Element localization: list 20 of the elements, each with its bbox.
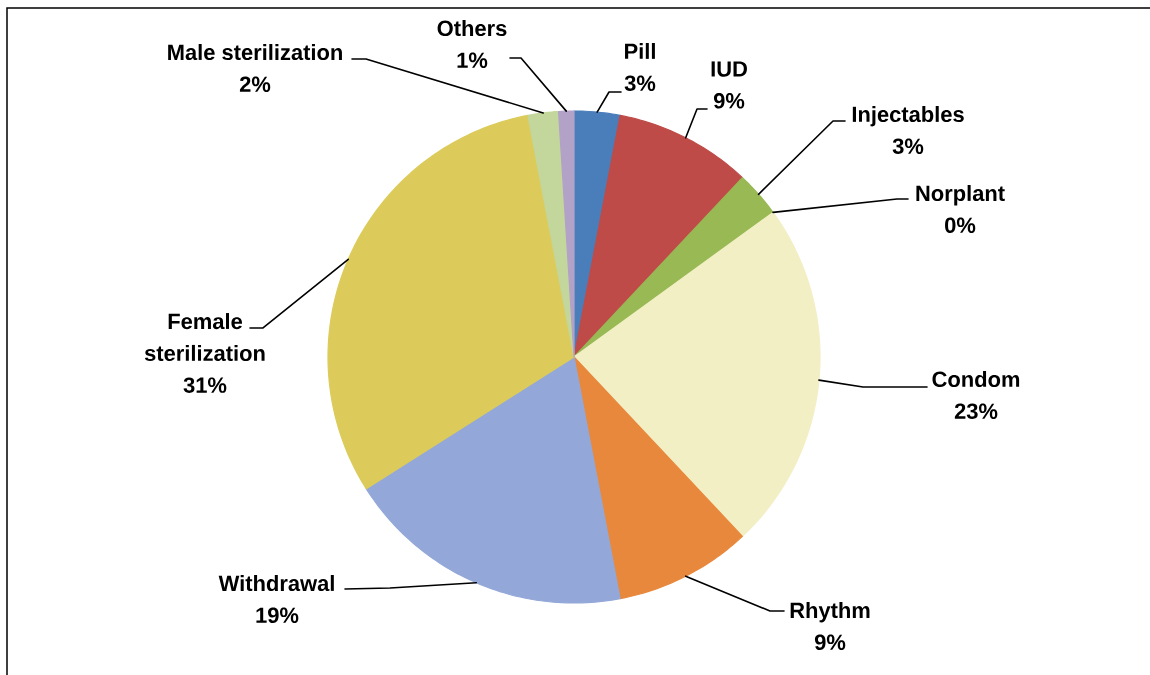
slice-label: Male sterilization xyxy=(168,44,342,61)
text: 0% xyxy=(945,217,976,233)
slice-label: Injectables xyxy=(852,105,964,127)
data-label: 3% xyxy=(892,138,924,154)
slice-label: Pill xyxy=(625,42,655,59)
slice-label: Condom xyxy=(932,370,1020,388)
data-label: 1% xyxy=(457,52,488,68)
data-label: 9% xyxy=(713,93,745,109)
data-label: 9% xyxy=(814,634,846,650)
slice-label: Others xyxy=(437,20,507,37)
data-label: 3% xyxy=(624,75,656,91)
slice-label: Female sterilization xyxy=(144,313,265,362)
category-label: Norplant xyxy=(916,185,1005,206)
data-label: 2% xyxy=(239,76,271,92)
data-label: 19% xyxy=(256,607,299,623)
slice-label: Rhythm xyxy=(790,602,870,623)
data-label: 23% xyxy=(954,403,998,419)
slice-label: Withdrawal xyxy=(218,575,334,592)
data-label: 31% xyxy=(183,377,227,393)
slice-label: IUD xyxy=(711,61,747,77)
